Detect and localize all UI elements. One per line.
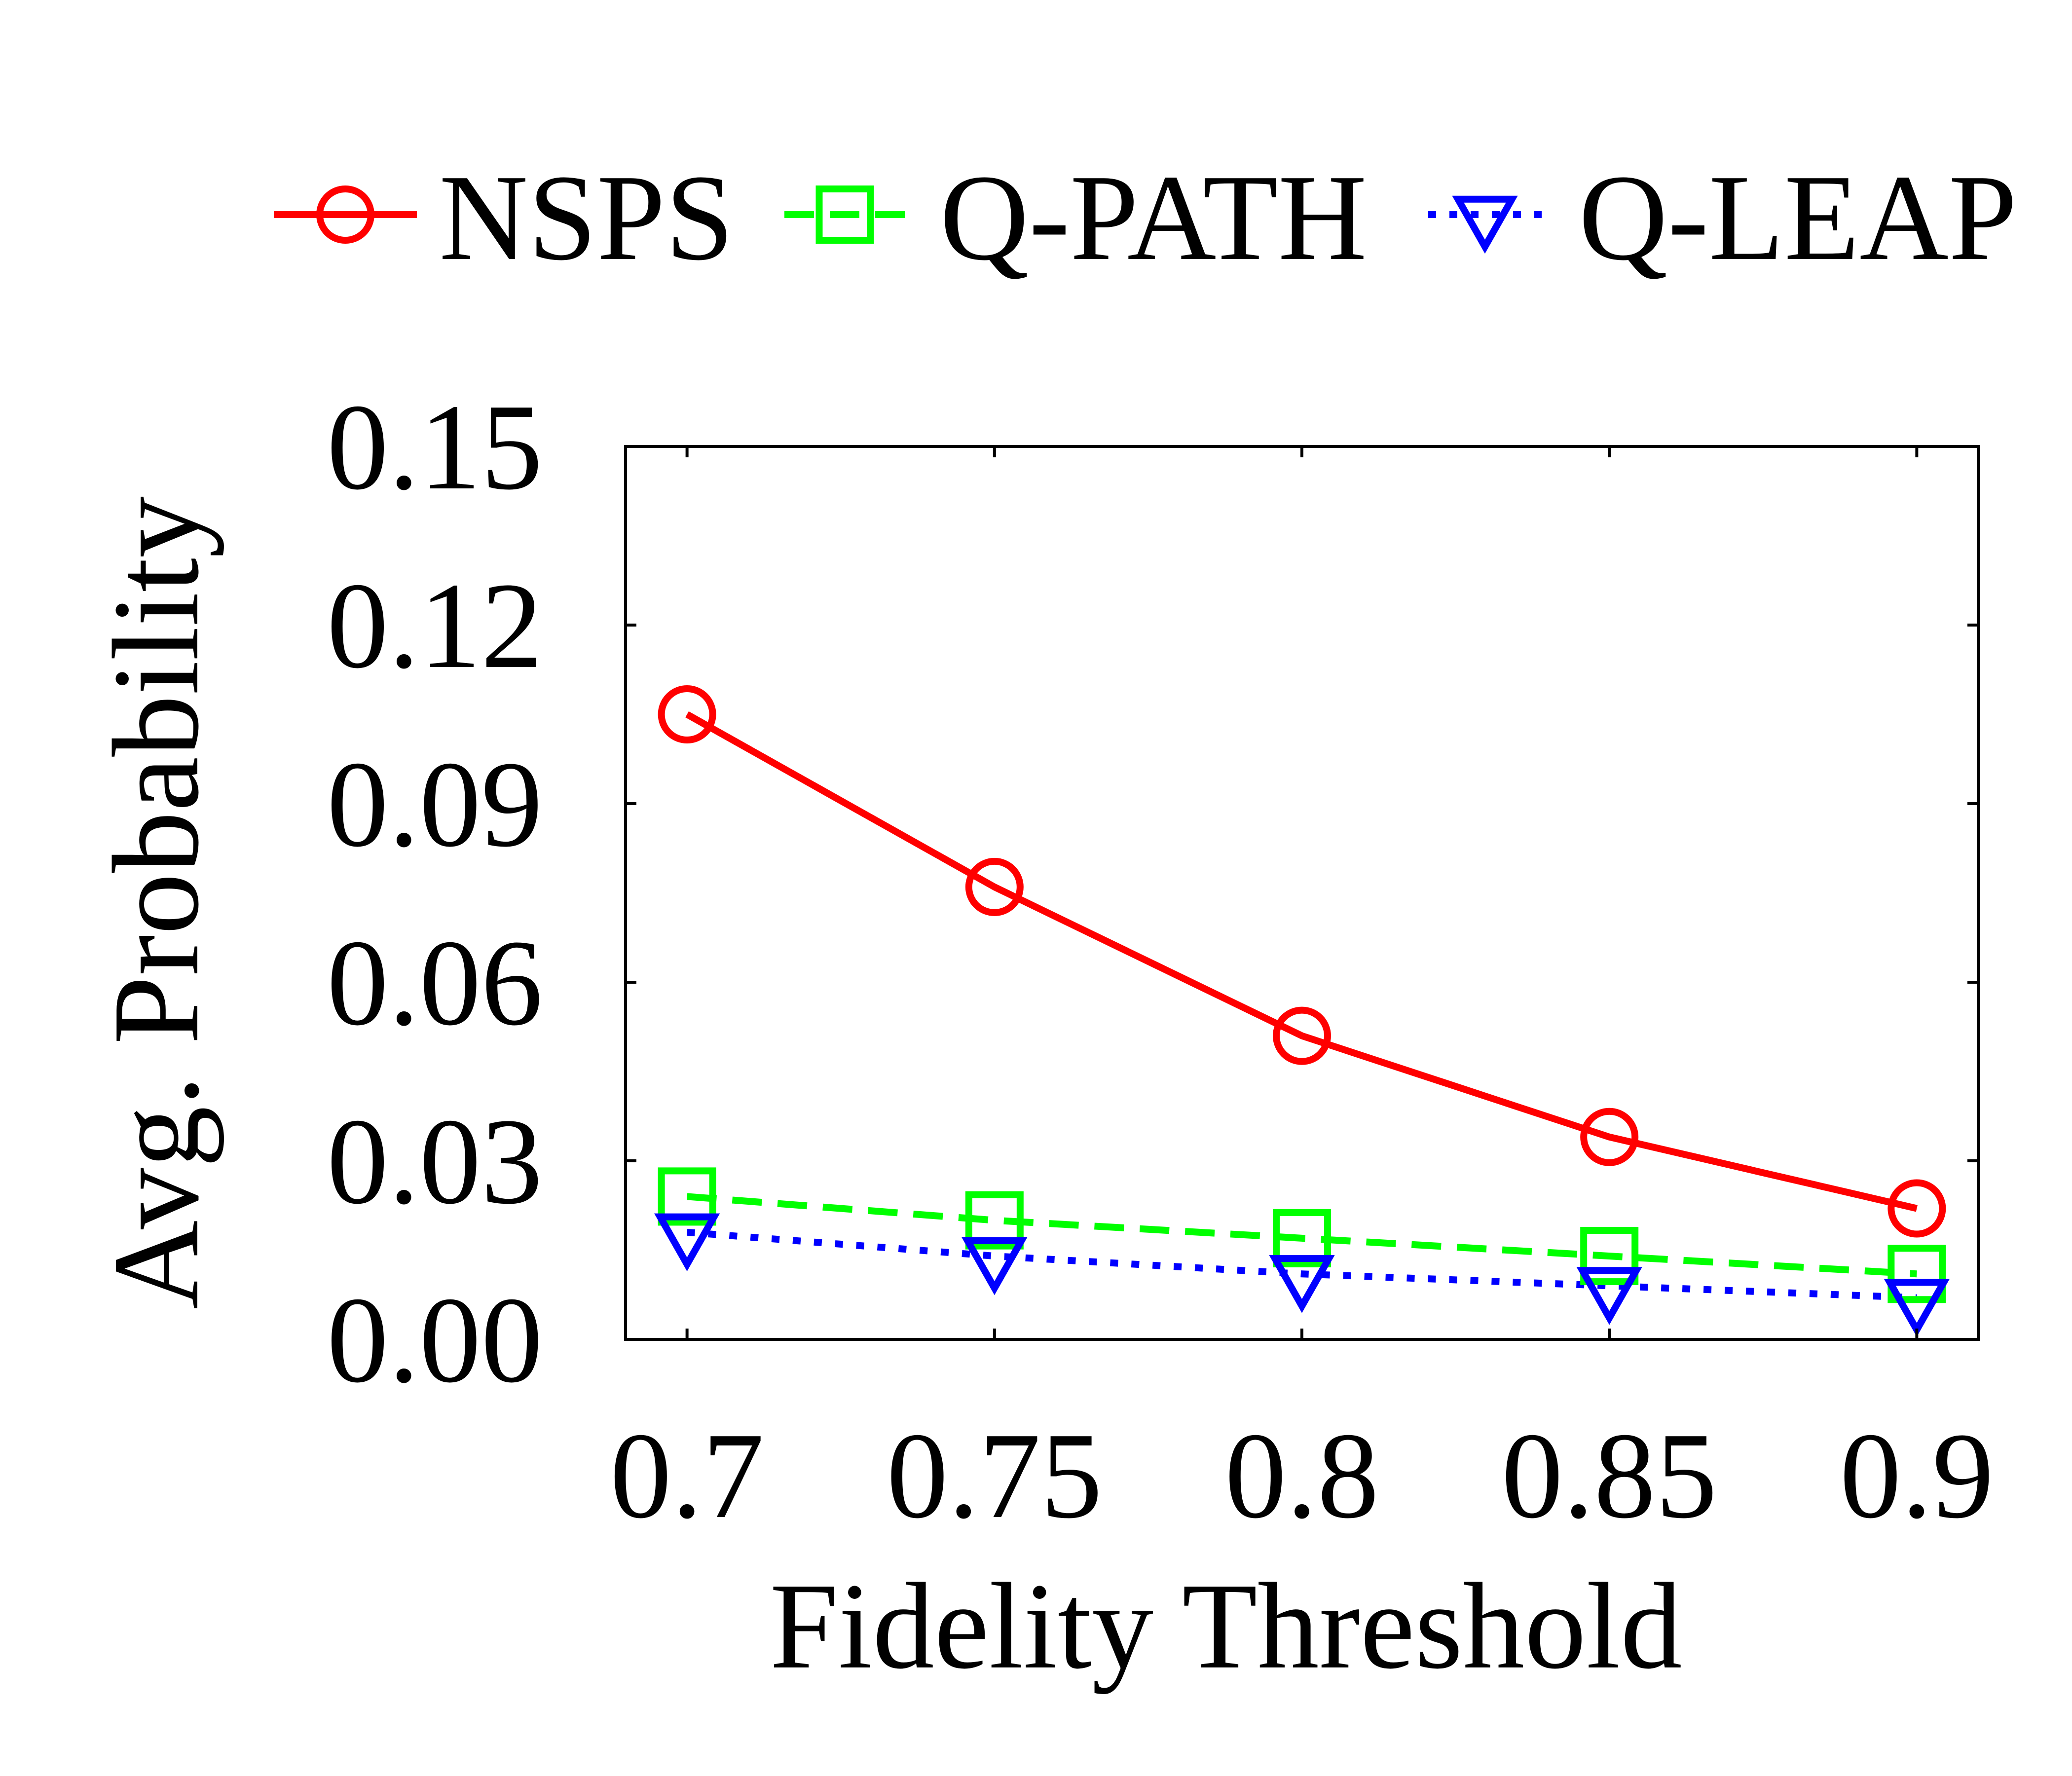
y-axis-label-group: Avg. Probability: [88, 496, 224, 1309]
data-point-nsps-0: [658, 685, 716, 743]
data-point-q-path-3: [1580, 1227, 1639, 1286]
y-tick-label: 0.15: [327, 379, 543, 516]
data-point-q-leap-0: [654, 1213, 720, 1271]
x-tick-label: 0.9: [1840, 1407, 1994, 1544]
y-tick-label: 0.12: [327, 557, 543, 694]
legend-label-q-path: Q-PATH: [940, 149, 1367, 286]
y-tick-label: 0.06: [327, 915, 543, 1051]
legend-marker-q-leap: [1452, 195, 1518, 254]
series-line-q-path: [687, 1193, 1917, 1278]
data-point-q-path-4: [1887, 1245, 1946, 1303]
x-axis-label: Fidelity Threshold: [770, 1558, 1682, 1695]
x-tick-label: 0.8: [1225, 1407, 1379, 1544]
legend-label-nsps: NSPS: [439, 149, 734, 286]
y-tick-label: 0.00: [327, 1272, 543, 1408]
data-point-nsps-1: [965, 857, 1024, 916]
data-point-nsps-4: [1887, 1179, 1946, 1238]
legend-label-q-leap: Q-LEAP: [1579, 149, 2017, 286]
data-point-q-path-0: [658, 1167, 716, 1226]
data-point-q-leap-1: [962, 1237, 1028, 1295]
data-point-q-path-1: [965, 1191, 1024, 1250]
y-tick-label: 0.09: [327, 736, 543, 873]
legend-marker-nsps: [316, 185, 374, 244]
data-point-q-leap-2: [1269, 1255, 1335, 1313]
x-tick-label: 0.75: [887, 1407, 1103, 1544]
data-point-nsps-3: [1580, 1108, 1639, 1166]
data-point-nsps-2: [1273, 1006, 1331, 1065]
series-line-q-leap: [687, 1228, 1917, 1301]
plot-area: 0.7 0.75 0.8 0.85 0.9 0.00 0.03 0.06 0.09 0.12 0.1…: [327, 379, 1994, 1544]
legend: NSPS Q-PATH Q-LEAP: [274, 149, 2017, 286]
data-point-q-leap-3: [1576, 1267, 1642, 1325]
legend-marker-q-path: [815, 185, 874, 244]
data-point-q-path-2: [1273, 1209, 1331, 1267]
x-tick-label: 0.7: [610, 1407, 764, 1544]
y-tick-label: 0.03: [327, 1093, 543, 1230]
x-tick-label: 0.85: [1501, 1407, 1717, 1544]
data-point-q-leap-4: [1884, 1279, 1950, 1337]
x-axis-label-group: Fidelity Threshold: [770, 1558, 1682, 1695]
y-axis-label: Avg. Probability: [88, 496, 224, 1309]
series-line-nsps: [685, 711, 1918, 1212]
